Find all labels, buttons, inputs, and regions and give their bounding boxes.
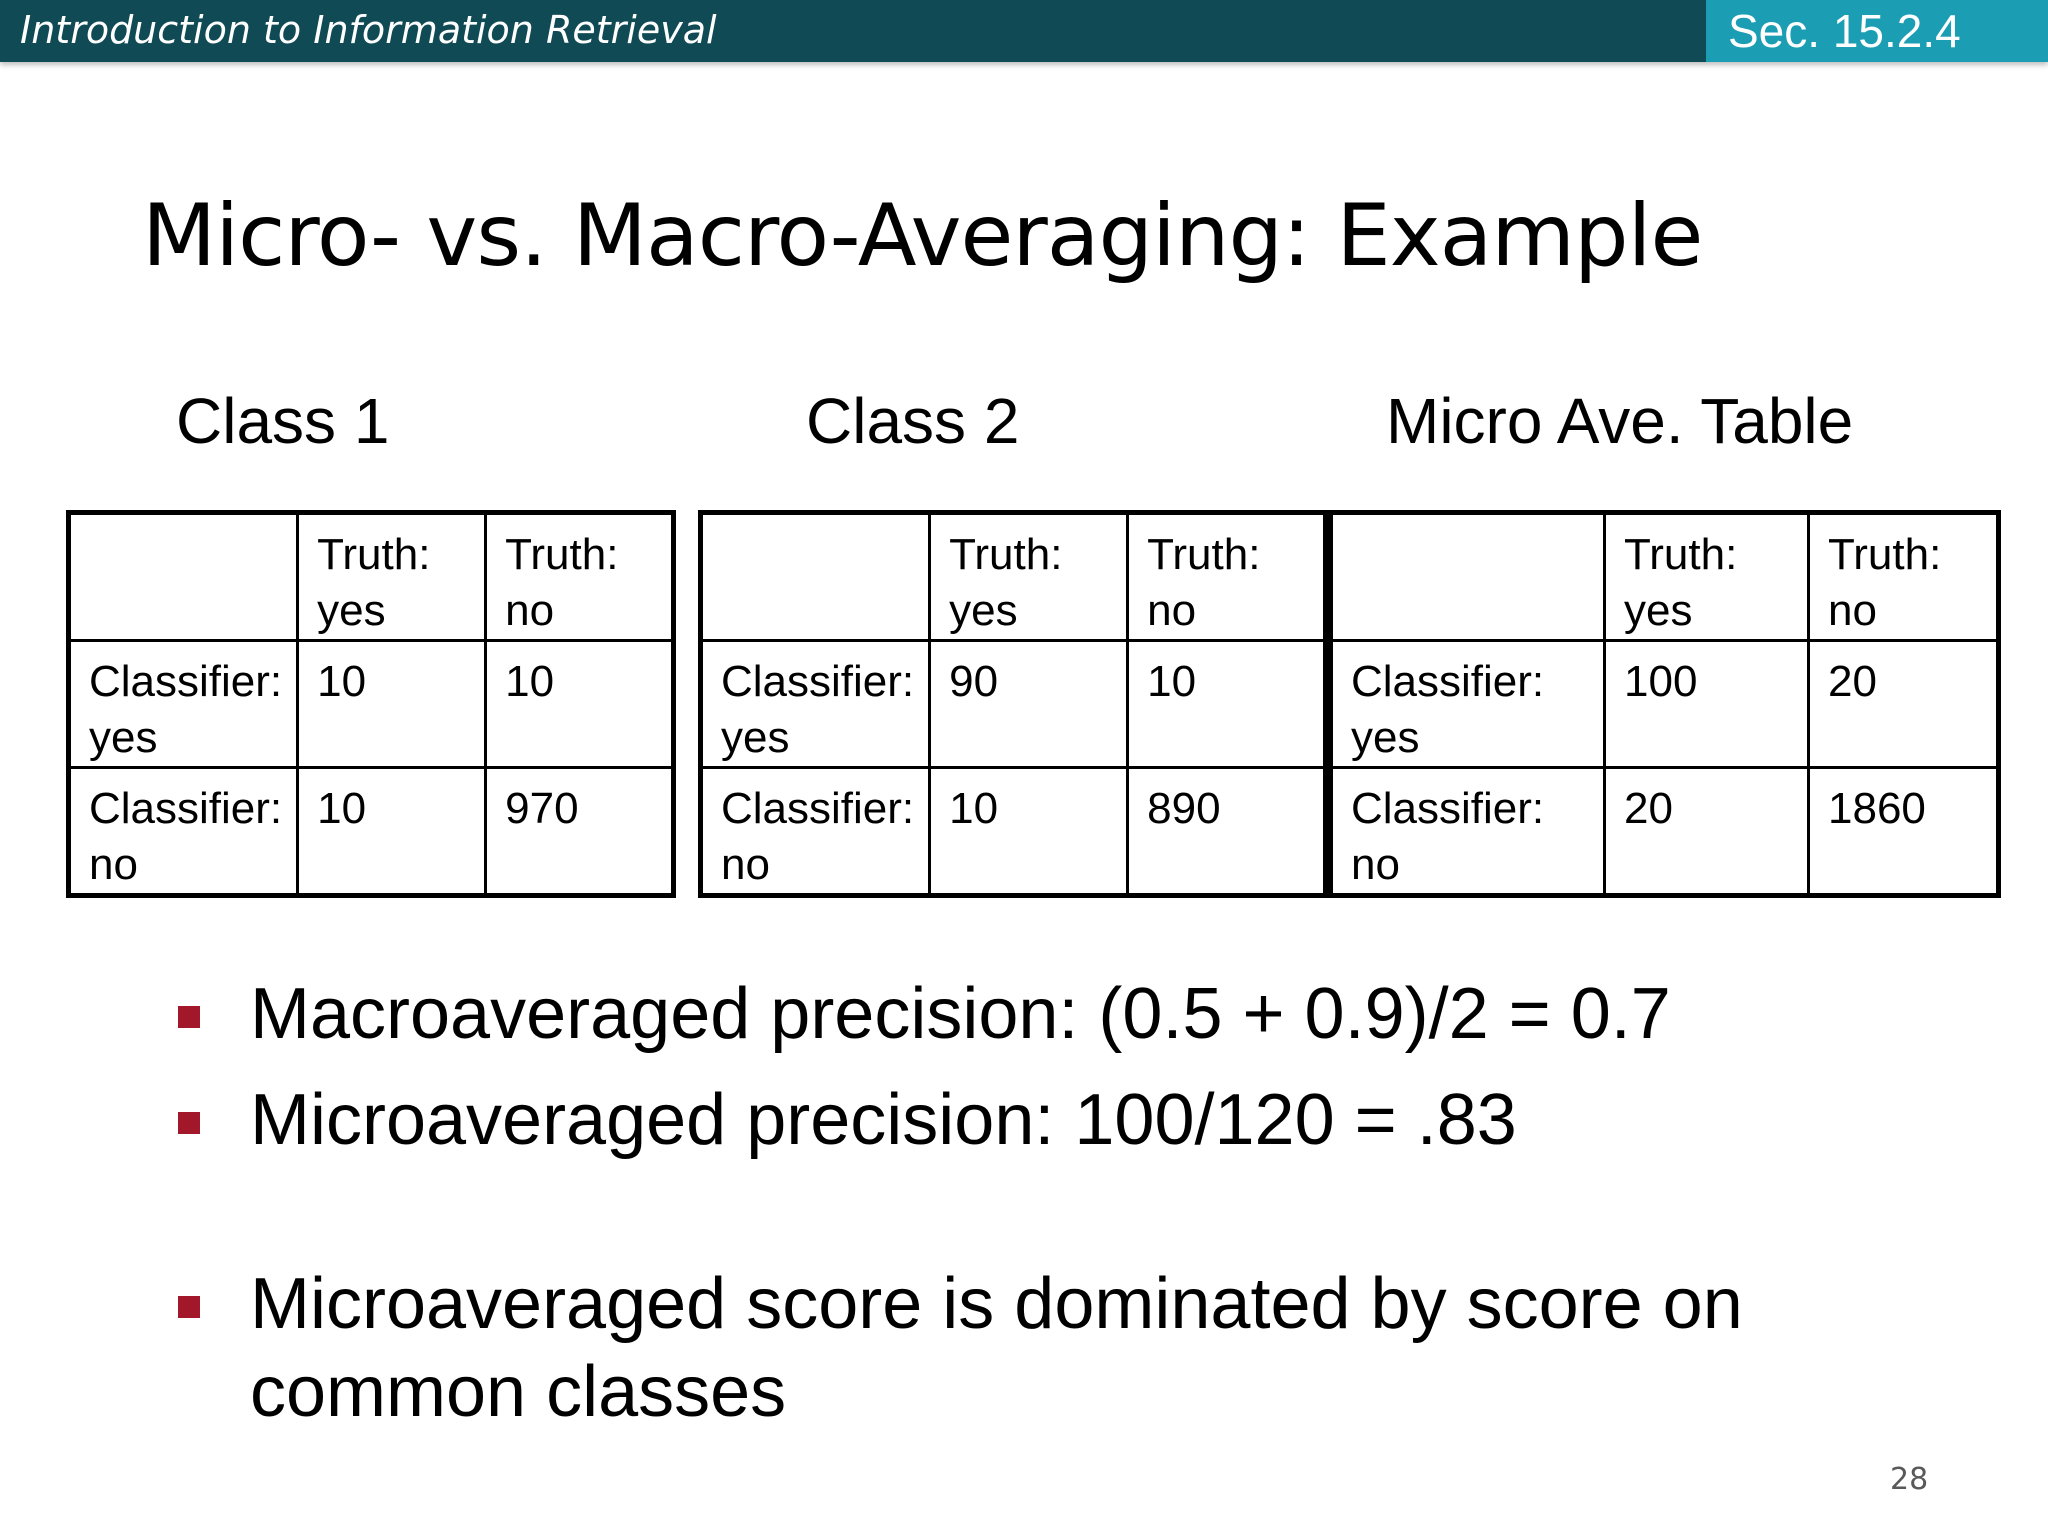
table-cell: 970 bbox=[484, 766, 676, 897]
square-bullet-icon bbox=[178, 1296, 200, 1318]
table-row: Classifier: no 10 970 bbox=[66, 766, 676, 897]
table-cell: Truth: yes bbox=[296, 511, 488, 642]
table-cell: Classifier: yes bbox=[66, 639, 300, 769]
table-cell: Truth: no bbox=[1807, 511, 2000, 642]
header-bar: Introduction to Information Retrieval Se… bbox=[0, 0, 2048, 62]
table-cell: 10 bbox=[296, 639, 488, 769]
table-class-1: Truth: yes Truth: no Classifier: yes 10 … bbox=[66, 510, 677, 898]
table-cell: Classifier: yes bbox=[698, 639, 932, 769]
table-cell: Classifier: yes bbox=[1329, 639, 1606, 769]
bullet-text: Macroaveraged precision: (0.5 + 0.9)/2 =… bbox=[250, 974, 1671, 1054]
table-header-row: Truth: yes Truth: no bbox=[698, 511, 1328, 642]
table-header-row: Truth: yes Truth: no bbox=[1329, 511, 2000, 642]
table-row: Classifier: yes 10 10 bbox=[66, 639, 676, 769]
table-row: Classifier: yes 100 20 bbox=[1329, 639, 2000, 769]
table-caption-micro-average: Micro Ave. Table bbox=[1386, 385, 1854, 457]
table-cell: Classifier: no bbox=[66, 766, 300, 897]
table-cell: Truth: yes bbox=[1603, 511, 1810, 642]
table-cell: 10 bbox=[296, 766, 488, 897]
table-header-row: Truth: yes Truth: no bbox=[66, 511, 676, 642]
page-number: 28 bbox=[1890, 1462, 1929, 1497]
course-title: Introduction to Information Retrieval bbox=[20, 8, 717, 52]
table-caption-class-1: Class 1 bbox=[176, 385, 390, 457]
table-cell: Truth: no bbox=[484, 511, 676, 642]
table-cell: 10 bbox=[928, 766, 1130, 897]
table-cell bbox=[698, 511, 932, 642]
table-cell: 20 bbox=[1603, 766, 1810, 897]
table-cell: Classifier: no bbox=[1329, 766, 1606, 897]
square-bullet-icon bbox=[178, 1006, 200, 1028]
table-class-2: Truth: yes Truth: no Classifier: yes 90 … bbox=[698, 510, 1329, 898]
table-cell: Truth: no bbox=[1126, 511, 1328, 642]
table-cell: 10 bbox=[484, 639, 676, 769]
table-row: Classifier: yes 90 10 bbox=[698, 639, 1328, 769]
square-bullet-icon bbox=[178, 1112, 200, 1134]
table-cell: 20 bbox=[1807, 639, 2000, 769]
table-cell: Classifier: no bbox=[698, 766, 932, 897]
table-row: Classifier: no 20 1860 bbox=[1329, 766, 2000, 897]
table-micro-average: Truth: yes Truth: no Classifier: yes 100… bbox=[1328, 510, 2001, 898]
table-cell: Truth: yes bbox=[928, 511, 1130, 642]
table-cell: 90 bbox=[928, 639, 1130, 769]
table-cell bbox=[66, 511, 300, 642]
section-label: Sec. 15.2.4 bbox=[1706, 0, 2048, 62]
table-cell: 10 bbox=[1126, 639, 1328, 769]
table-cell: 1860 bbox=[1807, 766, 2000, 897]
bullet-text: Microaveraged precision: 100/120 = .83 bbox=[250, 1080, 1517, 1160]
table-cell: 100 bbox=[1603, 639, 1810, 769]
table-cell bbox=[1329, 511, 1606, 642]
bullet-text: Microaveraged score is dominated by scor… bbox=[250, 1264, 1743, 1432]
table-row: Classifier: no 10 890 bbox=[698, 766, 1328, 897]
table-caption-class-2: Class 2 bbox=[806, 385, 1020, 457]
table-cell: 890 bbox=[1126, 766, 1328, 897]
slide-title: Micro- vs. Macro-Averaging: Example bbox=[142, 186, 1703, 286]
